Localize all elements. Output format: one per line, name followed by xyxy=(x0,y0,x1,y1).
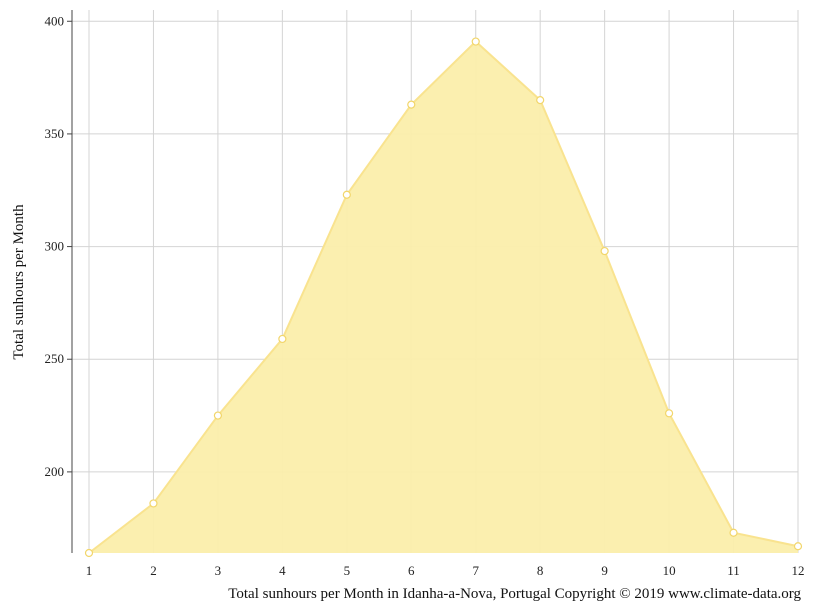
x-tick-label: 9 xyxy=(601,563,608,578)
sunhours-line xyxy=(88,40,799,554)
data-point xyxy=(471,37,480,46)
x-tick-labels: 1 2 3 4 5 6 7 8 9 10 11 12 xyxy=(86,563,805,578)
data-point xyxy=(84,548,94,558)
x-tick-label: 6 xyxy=(408,563,415,578)
y-axis-title: Total sunhours per Month xyxy=(11,204,27,360)
y-tick-label: 350 xyxy=(45,126,65,141)
data-point xyxy=(793,542,803,551)
chart-caption: Total sunhours per Month in Idanha-a-Nov… xyxy=(228,586,801,602)
data-point xyxy=(278,334,287,344)
x-tick-label: 12 xyxy=(792,563,805,578)
x-tick-label: 3 xyxy=(215,563,222,578)
y-tick-label: 200 xyxy=(45,464,65,479)
data-point xyxy=(664,409,674,418)
data-point xyxy=(213,411,223,420)
data-point xyxy=(729,528,738,537)
sunhours-area xyxy=(89,41,798,553)
y-tick-label: 300 xyxy=(45,239,65,254)
data-point xyxy=(407,100,416,109)
y-tick-label: 250 xyxy=(45,351,65,366)
x-tick-label: 4 xyxy=(279,563,286,578)
x-tick-label: 2 xyxy=(150,563,157,578)
x-tick-label: 10 xyxy=(663,563,676,578)
x-tick-label: 8 xyxy=(537,563,544,578)
x-tick-label: 11 xyxy=(727,563,740,578)
data-point xyxy=(342,190,351,199)
data-points xyxy=(84,37,803,558)
y-tick-label: 400 xyxy=(45,13,65,28)
data-point xyxy=(600,246,609,256)
data-point xyxy=(536,96,545,105)
x-tick-label: 1 xyxy=(86,563,93,578)
x-tick-label: 5 xyxy=(344,563,351,578)
data-point xyxy=(149,499,158,508)
y-tick-labels: 200 250 300 350 400 xyxy=(45,13,72,479)
x-tick-label: 7 xyxy=(472,563,479,578)
